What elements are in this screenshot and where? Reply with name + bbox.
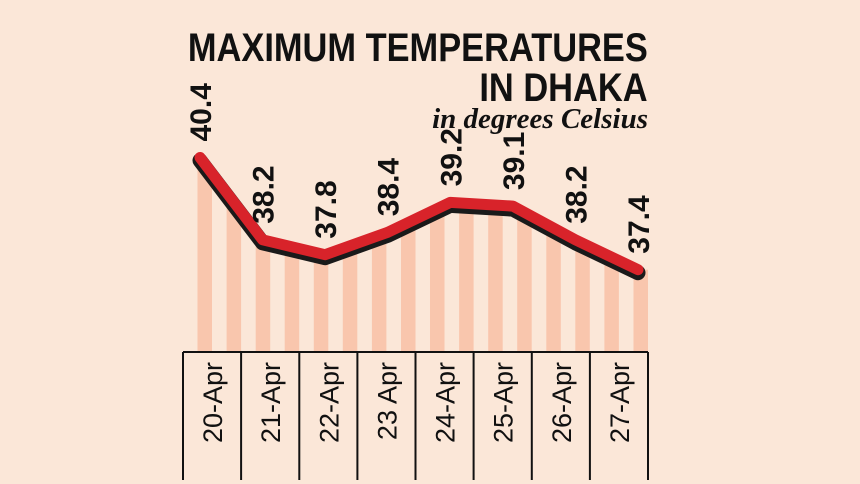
- chart-title-line-2: IN DHAKA: [479, 66, 648, 110]
- background-bar: [517, 212, 532, 352]
- value-label: 37.8: [310, 180, 343, 238]
- value-label: 38.2: [248, 165, 281, 223]
- value-label: 37.4: [623, 195, 656, 254]
- background-bar: [226, 202, 242, 352]
- x-tick-label: 20-Apr: [198, 362, 228, 443]
- value-label: 39.2: [435, 128, 468, 186]
- background-bar: [488, 205, 503, 352]
- background-bar: [575, 243, 590, 352]
- background-bar: [546, 228, 561, 352]
- value-label: 40.4: [185, 83, 218, 142]
- x-tick-label: 21-Apr: [256, 362, 286, 443]
- background-bar: [459, 203, 474, 352]
- x-tick-label: 25-Apr: [489, 362, 519, 443]
- x-tick-labels: 20-Apr 21-Apr 22-Apr 23 Apr 24-Apr 25-Apr 26-A…: [198, 362, 635, 443]
- value-label: 38.4: [373, 158, 406, 217]
- series-lines: [192, 152, 646, 281]
- value-labels: 40.4 38.2 37.8 38.4 39.2 39.1 38.2 37.4: [185, 83, 656, 254]
- background-bar: [313, 253, 329, 352]
- background-bar: [371, 235, 387, 352]
- x-tick-label: 27-Apr: [605, 362, 635, 443]
- value-label: 38.2: [560, 165, 593, 223]
- x-tick-label: 22-Apr: [314, 362, 344, 443]
- background-bar: [284, 246, 300, 352]
- background-bar: [633, 269, 648, 352]
- background-bar: [197, 163, 212, 352]
- value-label: 39.1: [498, 132, 531, 190]
- chart-subtitle: in degrees Celsius: [432, 103, 648, 135]
- background-bar: [342, 245, 358, 352]
- x-tick-label: 23 Apr: [372, 362, 402, 440]
- background-bar: [255, 239, 271, 352]
- background-bar: [604, 257, 619, 352]
- background-bar: [401, 222, 416, 352]
- x-axis: [182, 351, 649, 480]
- chart-title-line-1: MAXIMUM TEMPERATURES: [188, 26, 648, 70]
- x-tick-label: 26-Apr: [547, 362, 577, 443]
- x-tick-label: 24-Apr: [431, 362, 461, 443]
- series-line-max-temperature: [194, 152, 644, 276]
- background-bar: [430, 208, 445, 352]
- background-bars: [197, 163, 648, 352]
